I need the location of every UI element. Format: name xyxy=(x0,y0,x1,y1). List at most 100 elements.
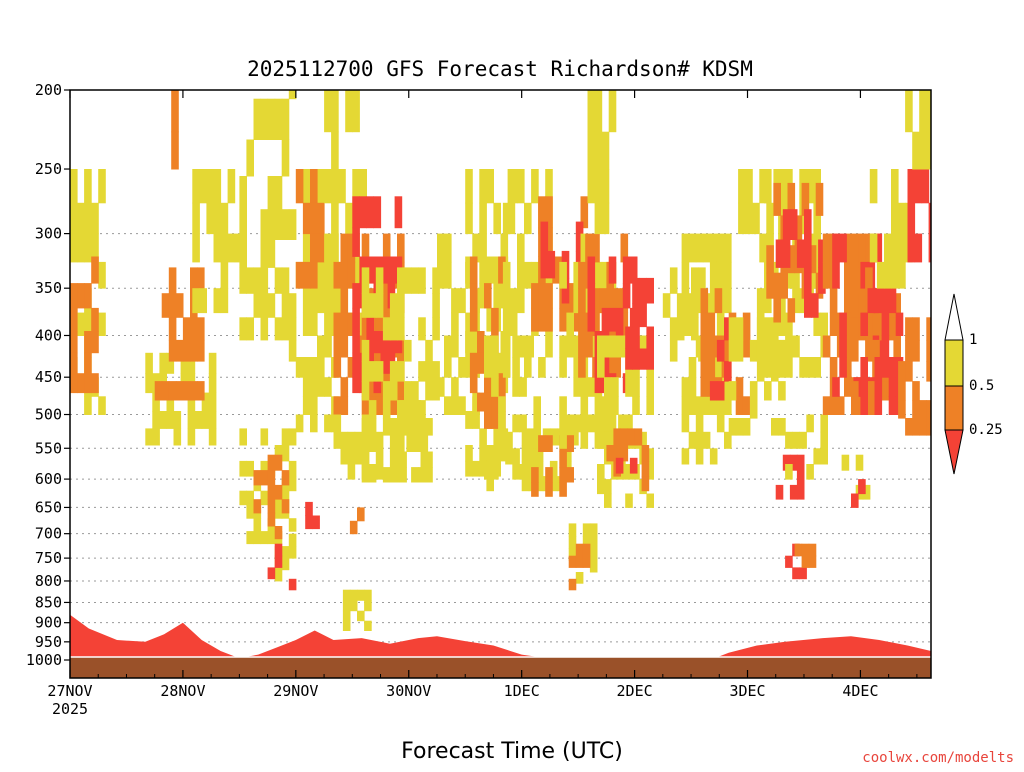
heatmap-cell xyxy=(851,267,859,294)
heatmap-cell xyxy=(382,381,391,401)
heatmap-cell xyxy=(829,396,838,415)
heatmap-cell xyxy=(505,431,513,449)
heatmap-cell xyxy=(324,233,332,263)
heatmap-cell xyxy=(545,283,553,309)
heatmap-cell xyxy=(502,288,511,314)
heatmap-cell xyxy=(465,256,473,284)
heatmap-cell xyxy=(368,293,377,318)
heatmap-cell xyxy=(604,479,612,495)
heatmap-cell xyxy=(792,288,800,314)
heatmap-cell xyxy=(789,454,798,471)
heatmap-cell xyxy=(349,589,358,601)
heatmap-cell xyxy=(898,202,906,235)
heatmap-cell xyxy=(524,357,532,378)
heatmap-cell xyxy=(559,414,567,433)
heatmap-cell xyxy=(366,307,374,332)
heatmap-cell xyxy=(926,400,932,419)
heatmap-cell xyxy=(578,335,586,358)
heatmap-cell xyxy=(639,303,647,328)
heatmap-cell xyxy=(869,169,878,204)
heatmap-cell xyxy=(281,428,290,446)
heatmap-cell xyxy=(688,431,697,449)
heatmap-cell xyxy=(498,373,506,394)
heatmap-cell xyxy=(281,470,290,486)
heatmap-cell xyxy=(575,221,584,252)
heatmap-cell xyxy=(691,267,699,294)
heatmap-cell xyxy=(305,515,313,530)
heatmap-cell xyxy=(406,400,414,419)
heatmap-cell xyxy=(796,484,805,500)
heatmap-cell xyxy=(822,396,831,415)
heatmap-cell xyxy=(813,233,821,263)
heatmap-cell xyxy=(601,169,610,204)
heatmap-cell xyxy=(646,464,654,480)
heatmap-cell xyxy=(340,288,349,314)
heatmap-cell xyxy=(792,567,800,580)
heatmap-cell xyxy=(333,261,342,289)
heatmap-cell xyxy=(420,435,429,452)
heatmap-cell xyxy=(524,202,532,235)
heatmap-cell xyxy=(702,431,711,449)
heatmap-cell xyxy=(451,335,459,358)
heatmap-cell xyxy=(582,555,591,568)
heatmap-cell xyxy=(832,233,840,263)
heatmap-cell xyxy=(281,317,290,341)
heatmap-cell xyxy=(601,414,610,433)
heatmap-cell xyxy=(84,312,92,336)
heatmap-cell xyxy=(361,233,370,263)
heatmap-cell xyxy=(895,312,904,336)
heatmap-cell xyxy=(324,90,332,133)
heatmap-cell xyxy=(159,352,167,374)
heatmap-cell xyxy=(681,312,690,336)
heatmap-cell xyxy=(573,261,581,289)
heatmap-cell xyxy=(187,428,196,446)
heatmap-cell xyxy=(749,400,758,419)
heatmap-cell xyxy=(91,331,99,354)
heatmap-cell xyxy=(310,396,318,415)
heatmap-cell xyxy=(411,267,419,294)
heatmap-cell xyxy=(559,357,567,378)
heatmap-cell xyxy=(865,267,873,294)
heatmap-cell xyxy=(267,567,276,580)
heatmap-cell xyxy=(582,543,591,557)
heatmap-cell xyxy=(820,431,828,449)
heatmap-cell xyxy=(625,377,633,397)
heatmap-cell xyxy=(253,518,262,532)
heatmap-cell xyxy=(891,233,899,263)
heatmap-cell xyxy=(451,396,459,415)
heatmap-cell xyxy=(676,317,685,341)
heatmap-cell xyxy=(465,202,473,235)
heatmap-cell xyxy=(745,202,753,235)
heatmap-cell xyxy=(702,233,711,263)
heatmap-cell xyxy=(611,396,619,415)
heatmap-cell xyxy=(728,381,737,401)
heatmap-cell xyxy=(382,317,391,341)
heatmap-cell xyxy=(844,233,852,263)
heatmap-cell xyxy=(549,428,558,446)
y-tick-label: 1000 xyxy=(26,651,62,669)
heatmap-cell xyxy=(246,139,254,177)
legend-swatch-yellow xyxy=(944,339,964,387)
heatmap-cell xyxy=(361,467,370,483)
heatmap-cell xyxy=(764,357,772,378)
heatmap-cell xyxy=(91,307,99,332)
heatmap-cell xyxy=(620,233,629,263)
heatmap-cell xyxy=(267,454,276,471)
heatmap-cell xyxy=(597,396,605,415)
heatmap-cell xyxy=(274,98,283,140)
heatmap-cell xyxy=(213,169,222,204)
heatmap-cell xyxy=(886,317,894,341)
heatmap-cell xyxy=(260,531,269,545)
heatmap-cell xyxy=(288,460,297,477)
heatmap-cell xyxy=(707,357,716,378)
heatmap-cell xyxy=(484,357,492,378)
y-tick-label: 700 xyxy=(35,525,62,543)
heatmap-cell xyxy=(444,357,452,378)
heatmap-cell xyxy=(190,381,198,401)
heatmap-cell xyxy=(91,373,99,394)
y-tick-label: 400 xyxy=(35,326,62,344)
heatmap-cell xyxy=(302,357,311,378)
y-tick-label: 450 xyxy=(35,368,62,386)
heatmap-cell xyxy=(898,233,906,263)
